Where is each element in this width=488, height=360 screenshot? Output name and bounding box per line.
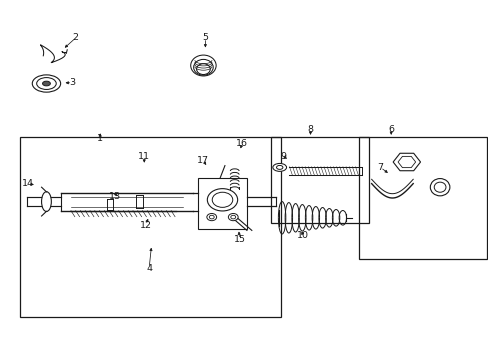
Ellipse shape: [429, 179, 449, 196]
Text: 12: 12: [140, 220, 151, 230]
Text: 8: 8: [307, 125, 313, 134]
Text: 4: 4: [146, 264, 152, 273]
Text: 9: 9: [280, 152, 286, 161]
Ellipse shape: [190, 55, 216, 76]
Text: 7: 7: [377, 163, 383, 172]
Bar: [198, 178, 246, 229]
Ellipse shape: [228, 213, 238, 221]
Ellipse shape: [193, 59, 213, 75]
Text: 6: 6: [387, 125, 393, 134]
Ellipse shape: [37, 77, 56, 89]
Text: 17: 17: [197, 156, 208, 165]
Ellipse shape: [42, 81, 50, 86]
Bar: [359, 137, 486, 259]
Text: 10: 10: [297, 231, 308, 240]
Text: 15: 15: [233, 235, 245, 244]
Text: 1: 1: [97, 134, 103, 143]
Bar: [20, 137, 281, 317]
Ellipse shape: [230, 215, 235, 219]
Bar: [271, 137, 368, 223]
Ellipse shape: [209, 215, 214, 219]
Ellipse shape: [272, 163, 286, 171]
Ellipse shape: [196, 64, 210, 75]
Ellipse shape: [276, 165, 282, 169]
Text: 5: 5: [202, 33, 208, 42]
Text: 11: 11: [138, 152, 150, 161]
Text: 13: 13: [109, 192, 121, 201]
Ellipse shape: [41, 192, 51, 211]
Ellipse shape: [207, 189, 237, 211]
Ellipse shape: [206, 213, 216, 221]
Ellipse shape: [212, 192, 232, 207]
Text: 16: 16: [236, 139, 247, 148]
Text: 14: 14: [22, 179, 34, 188]
Ellipse shape: [433, 182, 445, 192]
Text: 2: 2: [73, 33, 79, 42]
Text: 3: 3: [69, 78, 75, 87]
Ellipse shape: [32, 75, 61, 92]
